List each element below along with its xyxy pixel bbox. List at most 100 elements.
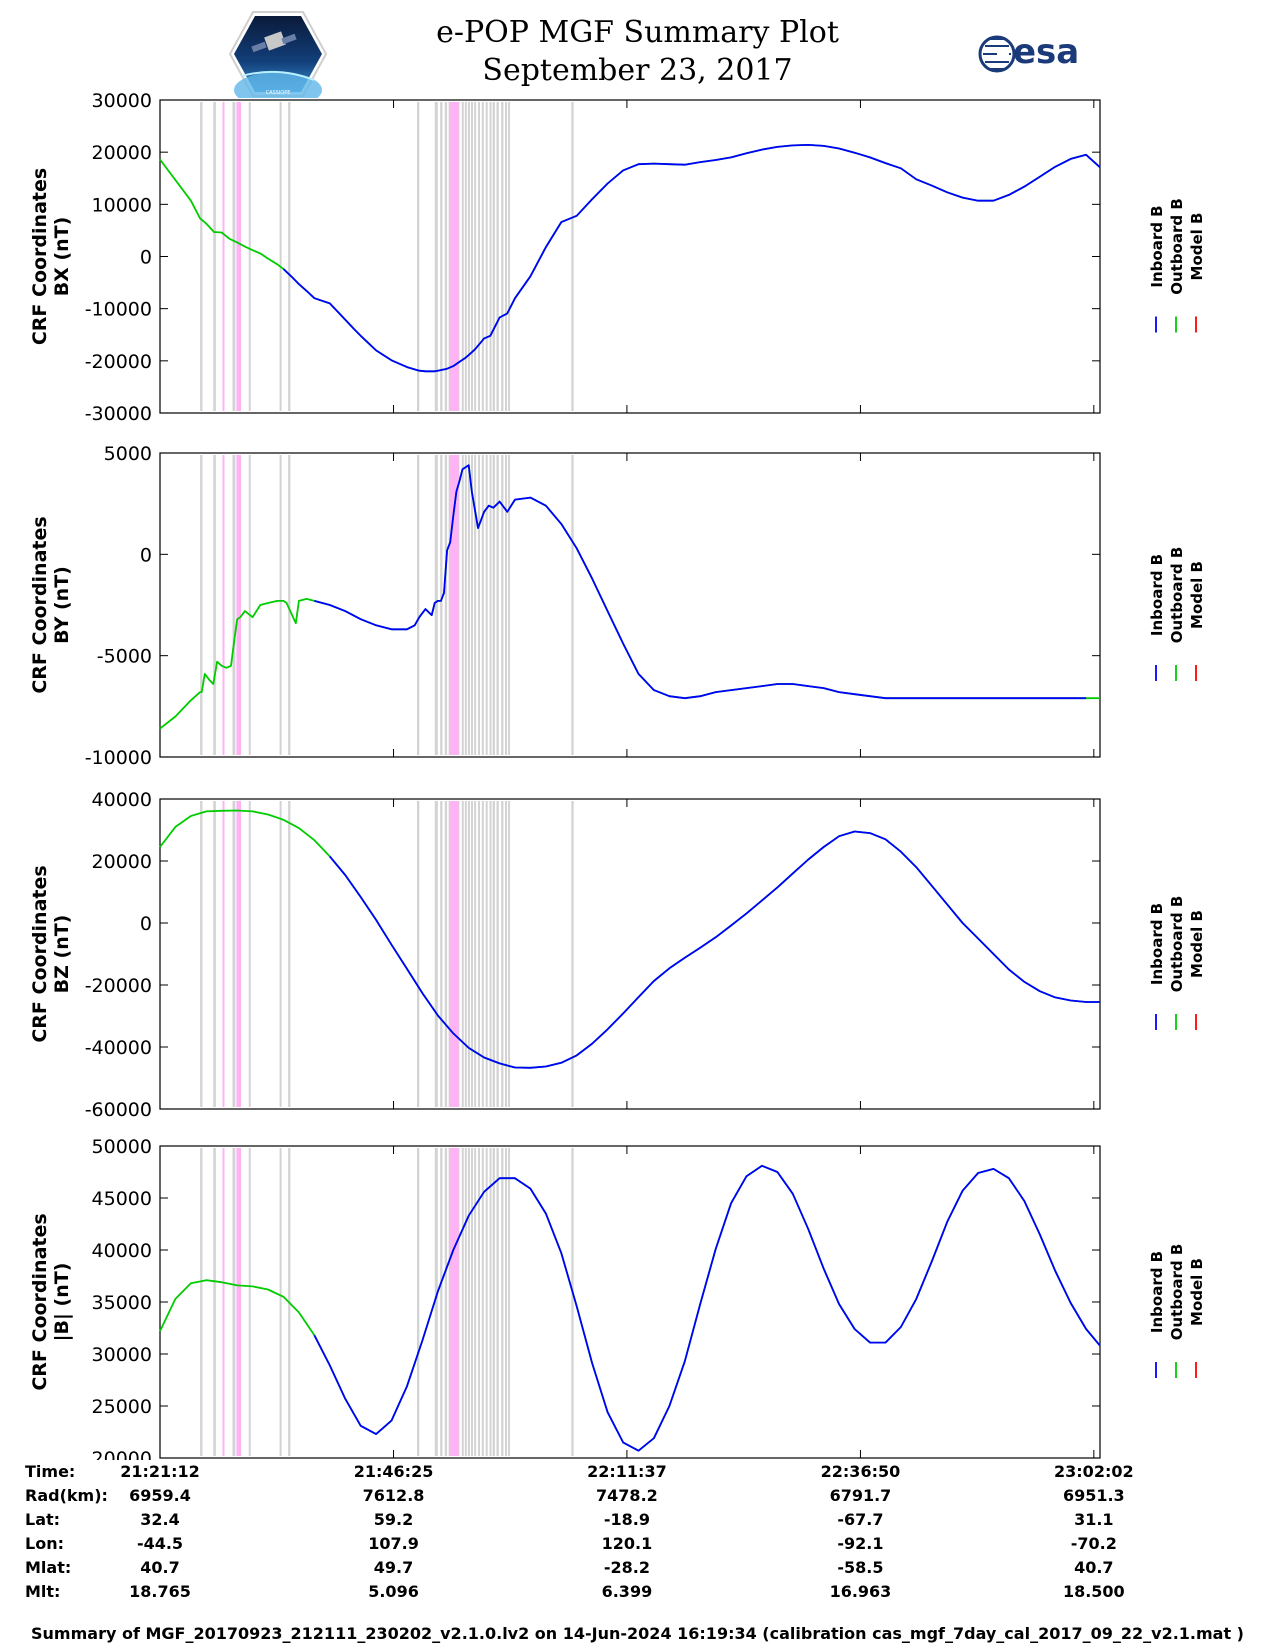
data-gap-pink — [236, 455, 242, 755]
data-gap-gray — [485, 102, 488, 411]
data-gap-gray — [213, 1148, 216, 1456]
info-row-label: Rad(km): — [25, 1486, 108, 1505]
series-line-outboard — [159, 809, 1100, 1069]
data-gap-gray — [504, 455, 507, 755]
data-gap-gray — [434, 455, 438, 755]
series-line-outboard — [159, 143, 1101, 373]
data-gap-gray — [492, 455, 495, 755]
data-gap-gray — [501, 455, 504, 755]
data-gap-gray — [440, 455, 443, 755]
data-gap-pink — [236, 102, 242, 411]
data-gap-gray — [474, 455, 477, 755]
info-row: Lat: 32.4 59.2 -18.9 -67.7 31.1 — [0, 1510, 1275, 1534]
y-axis-unit-label: BZ (nT) — [51, 915, 73, 994]
data-gap-gray — [481, 102, 484, 411]
data-gap-gray — [489, 102, 492, 411]
legend-label: Model B — [1188, 1258, 1206, 1326]
plot-frame — [159, 452, 1101, 758]
data-gap-pink — [450, 455, 459, 755]
data-gap-gray — [232, 102, 236, 411]
y-tick-label: 35000 — [92, 1292, 152, 1314]
panel-bx: 30000 20000 10000 0 -10000 -20000 -30000 CRF Co… — [29, 90, 1206, 425]
info-row: Rad(km): 6959.4 7612.8 7478.2 6791.7 6951.3 — [0, 1486, 1275, 1510]
cassiope-logo: CASSIOPE — [228, 11, 328, 98]
data-gap-gray — [485, 801, 488, 1107]
data-gap-gray — [434, 1148, 438, 1456]
data-gap-gray — [448, 1148, 451, 1456]
data-gap-gray — [461, 801, 464, 1107]
data-gap-gray — [464, 102, 467, 411]
data-gap-gray — [481, 455, 484, 755]
plot-date: September 23, 2017 — [482, 53, 793, 88]
data-gap-gray — [461, 455, 464, 755]
esa-logo-text: esa — [1013, 32, 1080, 72]
data-gap-gray — [448, 455, 451, 755]
data-gap-pink — [222, 1148, 225, 1456]
info-row-label: Lon: — [25, 1534, 64, 1553]
orbit-info-table: Time: 21:21:12 21:46:25 22:11:37 22:36:50 23:… — [0, 1462, 1275, 1622]
data-gap-gray — [248, 102, 251, 411]
legend-label: Inboard B — [1148, 903, 1166, 985]
y-axis-unit-label: |B| (nT) — [51, 1263, 73, 1342]
y-axis-unit-label: BY (nT) — [51, 566, 73, 644]
info-cell: 6.399 — [601, 1582, 653, 1601]
legend-label: Inboard B — [1148, 205, 1166, 287]
y-tick-label: 30000 — [92, 1344, 152, 1366]
info-cell: -67.7 — [837, 1510, 884, 1529]
y-tick-label: 50000 — [92, 1136, 152, 1158]
panel-bz: 40000 20000 0 -20000 -40000 -60000 CRF Coordin… — [29, 789, 1206, 1121]
plots-area: 30000 20000 10000 0 -10000 -20000 -30000 CRF Co… — [29, 90, 1206, 1460]
legend-label: Outboard B — [1168, 547, 1186, 644]
y-tick-label: -10000 — [85, 747, 152, 769]
data-gap-gray — [485, 455, 488, 755]
y-tick-label: -20000 — [85, 975, 152, 997]
esa-emblem-icon — [978, 35, 1016, 73]
esa-logo: esa — [975, 30, 1095, 78]
info-row-label: Mlat: — [25, 1558, 72, 1577]
data-gap-gray — [200, 455, 203, 755]
data-gap-gray — [279, 102, 282, 411]
series-line-inboard — [329, 830, 1100, 1069]
info-row-label: Mlt: — [25, 1582, 61, 1601]
data-gap-gray — [434, 801, 438, 1107]
data-gap-gray — [496, 1148, 499, 1456]
data-gap-pink — [222, 455, 225, 755]
data-gap-gray — [200, 102, 203, 411]
data-gap-gray — [448, 102, 451, 411]
data-gap-gray — [467, 455, 470, 755]
data-gap-gray — [448, 801, 451, 1107]
info-cell: 21:21:12 — [120, 1462, 200, 1481]
data-gap-gray — [571, 801, 574, 1107]
y-tick-label: -20000 — [85, 351, 152, 373]
legend-label: Outboard B — [1168, 1244, 1186, 1341]
data-gap-gray — [504, 102, 507, 411]
data-gap-gray — [471, 455, 474, 755]
info-cell: 107.9 — [368, 1534, 419, 1553]
data-gap-gray — [440, 102, 443, 411]
data-gap-gray — [416, 801, 420, 1107]
info-row: Mlat: 40.7 49.7 -28.2 -58.5 40.7 — [0, 1558, 1275, 1582]
data-gap-gray — [481, 801, 484, 1107]
data-gap-gray — [444, 455, 448, 755]
info-cell: 22:11:37 — [587, 1462, 667, 1481]
y-tick-label: -40000 — [85, 1037, 152, 1059]
y-tick-label: -60000 — [85, 1099, 152, 1121]
data-gap-gray — [571, 102, 574, 411]
data-gap-gray — [434, 102, 438, 411]
data-gap-gray — [416, 102, 420, 411]
plot-frame — [159, 798, 1101, 1110]
data-gap-gray — [496, 455, 499, 755]
plot-frame — [159, 99, 1101, 414]
legend-label: Model B — [1188, 561, 1206, 629]
info-cell: 18.765 — [129, 1582, 191, 1601]
data-gap-gray — [489, 801, 492, 1107]
series-line-inboard — [282, 143, 1101, 373]
series-line-outboard — [159, 464, 1100, 730]
info-row: Time: 21:21:12 21:46:25 22:11:37 22:36:50 23:… — [0, 1462, 1275, 1486]
legend-label: Inboard B — [1148, 554, 1166, 636]
y-tick-label: 20000 — [92, 142, 152, 164]
data-gap-gray — [444, 1148, 448, 1456]
data-gap-gray — [571, 1148, 574, 1456]
data-gap-gray — [471, 102, 474, 411]
data-gap-gray — [508, 102, 511, 411]
